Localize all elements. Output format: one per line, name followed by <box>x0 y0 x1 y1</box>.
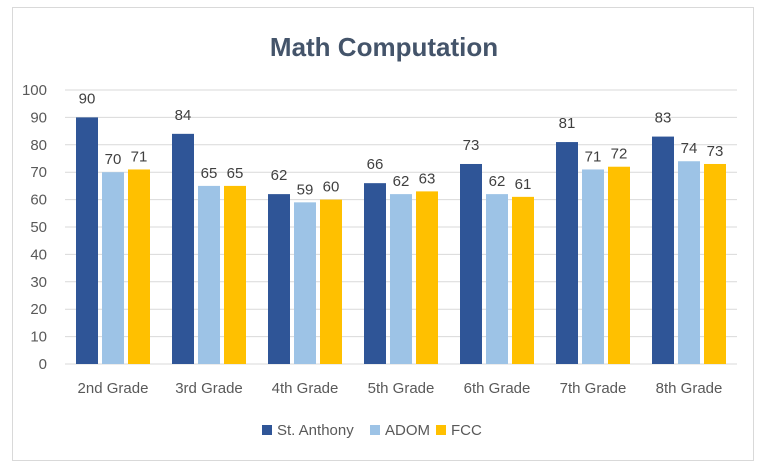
data-label: 83 <box>655 110 672 127</box>
y-tick-label: 60 <box>30 192 47 209</box>
y-tick-label: 50 <box>30 219 47 236</box>
bar-fcc <box>608 166 630 364</box>
x-tick-label: 3rd Grade <box>175 380 243 397</box>
data-label: 84 <box>175 107 192 124</box>
data-label: 65 <box>227 165 244 182</box>
bar-fcc <box>416 191 438 364</box>
y-tick-label: 80 <box>30 137 47 154</box>
data-label: 73 <box>707 143 724 160</box>
y-tick-label: 30 <box>30 274 47 291</box>
legend-label: FCC <box>451 422 482 439</box>
data-label: 66 <box>367 156 384 173</box>
bar-adom <box>102 172 124 364</box>
bar-st-anthony <box>364 183 386 364</box>
bar-adom <box>678 161 700 364</box>
data-label: 81 <box>559 115 576 132</box>
bar-st-anthony <box>460 163 482 364</box>
x-tick-label: 5th Grade <box>368 380 435 397</box>
y-tick-label: 20 <box>30 301 47 318</box>
x-tick-label: 4th Grade <box>272 380 339 397</box>
data-label: 60 <box>323 179 340 196</box>
bar-adom <box>294 202 316 364</box>
legend-label: St. Anthony <box>277 422 354 439</box>
data-label: 63 <box>419 170 436 187</box>
x-tick-label: 7th Grade <box>560 380 627 397</box>
bar-adom <box>390 194 412 364</box>
data-label: 59 <box>297 181 314 198</box>
y-tick-label: 0 <box>39 356 47 373</box>
data-label: 62 <box>271 167 288 184</box>
data-label: 73 <box>463 137 480 154</box>
bar-st-anthony <box>172 133 194 364</box>
x-tick-label: 2nd Grade <box>78 380 149 397</box>
data-label: 65 <box>201 165 218 182</box>
bar-fcc <box>704 163 726 364</box>
bar-st-anthony <box>652 136 674 364</box>
bar-st-anthony <box>556 142 578 364</box>
y-tick-label: 70 <box>30 164 47 181</box>
data-label: 62 <box>393 173 410 190</box>
data-label: 62 <box>489 173 506 190</box>
bar-st-anthony <box>268 194 290 364</box>
chart-title: Math Computation <box>270 32 498 62</box>
y-tick-label: 10 <box>30 329 47 346</box>
y-tick-label: 100 <box>22 82 47 99</box>
bar-fcc <box>320 199 342 364</box>
bar-st-anthony <box>76 117 98 365</box>
bar-fcc <box>128 169 150 364</box>
bar-adom <box>582 169 604 364</box>
bar-adom <box>486 194 508 364</box>
data-label: 74 <box>681 140 698 157</box>
legend-swatch <box>436 425 446 435</box>
data-label: 71 <box>131 148 148 165</box>
legend-label: ADOM <box>385 422 430 439</box>
x-tick-label: 6th Grade <box>464 380 531 397</box>
legend-swatch <box>262 425 272 435</box>
data-label: 70 <box>105 151 122 168</box>
data-label: 90 <box>79 90 96 107</box>
x-tick-label: 8th Grade <box>656 380 723 397</box>
data-label: 71 <box>585 148 602 165</box>
bar-fcc <box>224 185 246 364</box>
bar-fcc <box>512 196 534 364</box>
data-label: 72 <box>611 146 628 163</box>
y-tick-label: 40 <box>30 246 47 263</box>
data-label: 61 <box>515 176 532 193</box>
bar-adom <box>198 185 220 364</box>
y-tick-label: 90 <box>30 109 47 126</box>
legend-swatch <box>370 425 380 435</box>
